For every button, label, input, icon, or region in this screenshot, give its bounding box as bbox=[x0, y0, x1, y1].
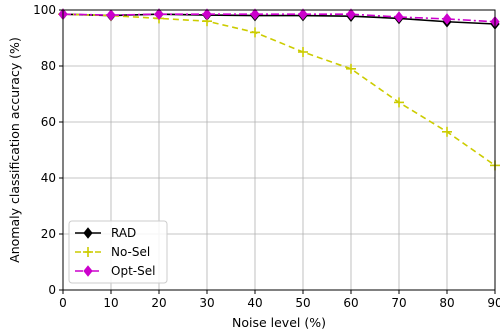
series-line-no-sel bbox=[62, 13, 496, 167]
legend-label-no-sel: No-Sel bbox=[111, 245, 150, 259]
series-no-sel bbox=[58, 9, 500, 171]
series-opt-sel bbox=[58, 8, 500, 28]
legend-marker-no-sel bbox=[83, 247, 93, 257]
data-point-opt-sel bbox=[106, 9, 116, 21]
data-point-no-sel bbox=[394, 97, 404, 108]
y-tick-label: 40 bbox=[41, 171, 56, 185]
y-tick-label: 0 bbox=[48, 283, 56, 297]
x-tick-label: 70 bbox=[391, 296, 406, 310]
legend: RAD No-Sel Opt-Sel bbox=[68, 220, 168, 284]
x-tick-label: 60 bbox=[343, 296, 358, 310]
x-tick-label: 90 bbox=[487, 296, 500, 310]
data-point-no-sel bbox=[346, 63, 356, 74]
x-tick-label: 40 bbox=[247, 296, 262, 310]
data-point-no-sel bbox=[298, 47, 308, 57]
x-tick-label: 50 bbox=[295, 296, 310, 310]
y-axis-label: Anomaly classification accuracy (%) bbox=[7, 37, 22, 263]
axis-ticks: 0 10 20 30 40 50 60 70 80 90 0 20 40 60 80 100 bbox=[33, 3, 500, 310]
plot-frame bbox=[62, 9, 496, 291]
legend-label-rad: RAD bbox=[111, 226, 136, 240]
legend-box bbox=[68, 220, 168, 284]
y-tick-label: 100 bbox=[33, 3, 56, 17]
legend-item-no-sel: No-Sel bbox=[75, 245, 150, 259]
y-tick-label: 20 bbox=[41, 227, 56, 241]
series-line-rad bbox=[62, 13, 496, 25]
y-tick-label: 60 bbox=[41, 115, 56, 129]
legend-label-opt-sel: Opt-Sel bbox=[111, 264, 155, 278]
x-tick-label: 80 bbox=[439, 296, 454, 310]
data-point-no-sel bbox=[250, 27, 260, 38]
x-tick-label: 10 bbox=[103, 296, 118, 310]
data-point-opt-sel bbox=[394, 11, 404, 23]
x-axis-label: Noise level (%) bbox=[232, 315, 326, 330]
data-point-opt-sel bbox=[250, 8, 260, 21]
plot-series bbox=[58, 8, 500, 171]
data-point-no-sel bbox=[442, 126, 452, 137]
x-tick-label: 20 bbox=[151, 296, 166, 310]
x-tick-label: 0 bbox=[59, 296, 67, 310]
data-point-opt-sel bbox=[154, 8, 164, 21]
data-point-opt-sel bbox=[346, 8, 356, 21]
data-point-opt-sel bbox=[298, 8, 308, 21]
legend-item-rad: RAD bbox=[75, 226, 136, 240]
data-point-opt-sel bbox=[442, 13, 452, 25]
legend-item-opt-sel: Opt-Sel bbox=[75, 264, 155, 278]
legend-marker-rad bbox=[83, 227, 93, 239]
x-tick-label: 30 bbox=[199, 296, 214, 310]
legend-marker-opt-sel bbox=[83, 265, 93, 277]
data-point-opt-sel bbox=[202, 8, 212, 21]
y-tick-label: 80 bbox=[41, 59, 56, 73]
